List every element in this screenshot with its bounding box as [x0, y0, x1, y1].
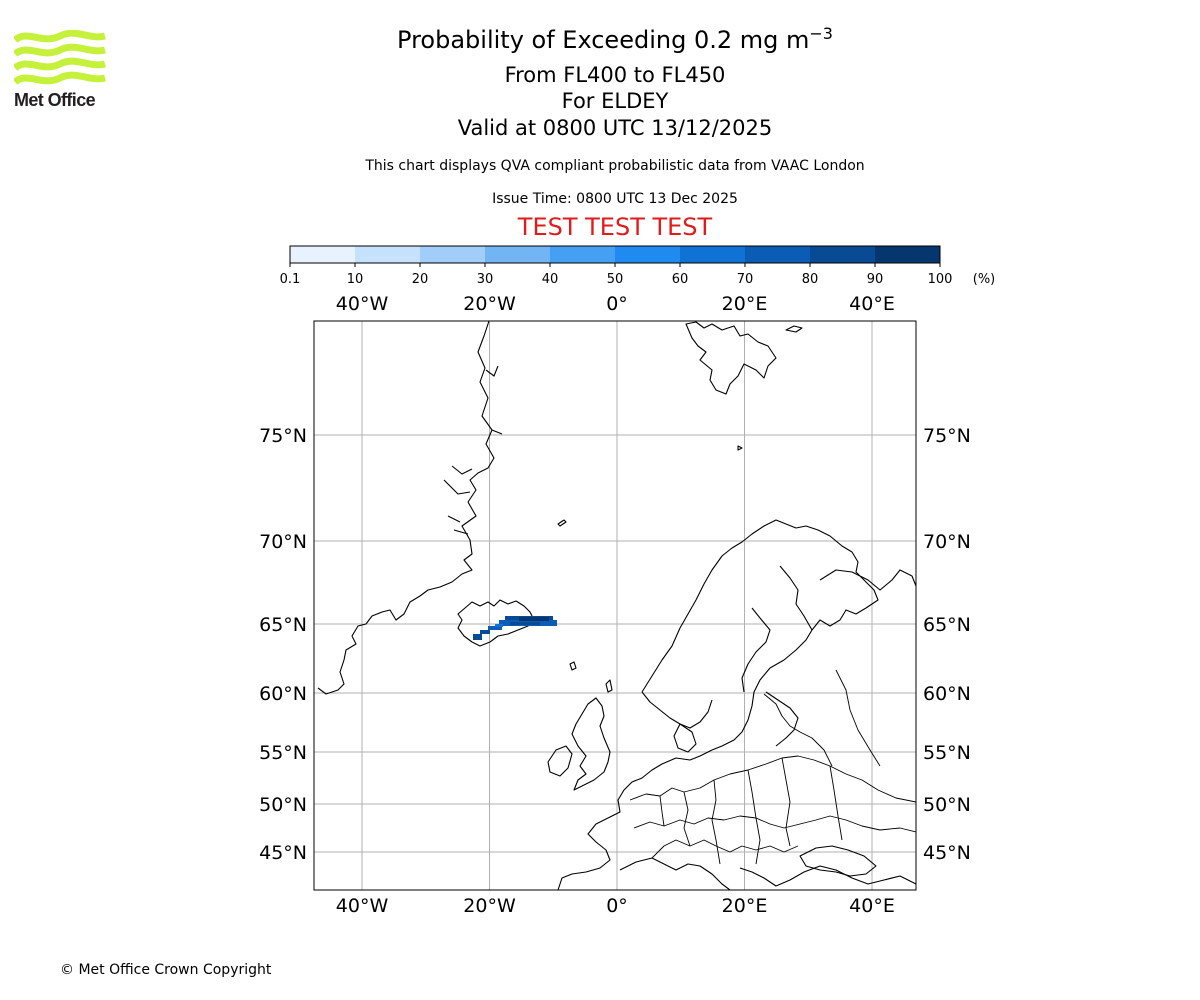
colorbar-tick-label: 30	[477, 272, 494, 287]
map: 40°W 20°W 0° 20°E 40°E 40°W 20°W 0° 20°E 40°E 75…	[259, 293, 971, 917]
southern-norway	[641, 691, 713, 729]
colorbar-cell	[290, 246, 355, 263]
plume-cell	[488, 626, 502, 630]
latitude-label: 45°N	[923, 842, 971, 864]
latitude-label: 50°N	[259, 794, 307, 816]
coastlines	[317, 321, 916, 890]
subtitle-location: For ELDEY	[561, 89, 669, 113]
longitude-label: 40°W	[336, 293, 389, 315]
svalbard-east-islands	[737, 325, 803, 451]
latitude-label: 45°N	[259, 842, 307, 864]
title-exponent: −3	[809, 24, 833, 43]
colorbar-tick-label: 0.1	[280, 272, 301, 287]
colorbar-tick-label: 20	[412, 272, 429, 287]
latitude-label: 60°N	[259, 683, 307, 705]
longitude-label: 40°W	[336, 895, 389, 917]
colorbar-cell	[420, 246, 485, 263]
longitude-label: 0°	[606, 293, 628, 315]
chart-title: Probability of Exceeding 0.2 mg m−3	[0, 24, 1200, 54]
title-text: Probability of Exceeding 0.2 mg m	[397, 26, 810, 54]
latitude-label: 70°N	[923, 531, 971, 553]
sweden-baltic-coast	[711, 629, 813, 751]
colorbar-tick-label: 10	[347, 272, 364, 287]
latitude-label: 65°N	[923, 614, 971, 636]
mediterranean-coast	[619, 857, 916, 890]
longitude-label: 20°E	[722, 895, 768, 917]
colorbar: 0.1 10 20 30 40 50 60 70 80 90 100 (%)	[280, 245, 996, 287]
longitude-label: 0°	[606, 895, 628, 917]
colorbar-cell	[355, 246, 420, 263]
colorbar-cell	[485, 246, 550, 263]
longitude-labels-top: 40°W 20°W 0° 20°E 40°E	[336, 293, 895, 315]
norway-coastline	[641, 519, 879, 693]
shetland	[605, 679, 613, 693]
longitude-label: 40°E	[849, 293, 895, 315]
gulf-of-bothnia	[741, 607, 771, 693]
data-note: This chart displays QVA compliant probab…	[365, 158, 865, 174]
baltic-states-coast	[765, 691, 799, 747]
colorbar-tick-label: 80	[802, 272, 819, 287]
colorbar-tick-label: 50	[607, 272, 624, 287]
colorbar-tick-label: 100	[928, 272, 953, 287]
subtitle-valid-time: Valid at 0800 UTC 13/12/2025	[457, 116, 773, 140]
longitude-labels-bottom: 40°W 20°W 0° 20°E 40°E	[336, 895, 895, 917]
colorbar-cell	[875, 246, 940, 263]
colorbar-cells	[290, 246, 940, 263]
colorbar-ticks: 0.1 10 20 30 40 50 60 70 80 90 100	[280, 263, 953, 287]
jan-mayen	[557, 519, 567, 527]
plume-cell	[519, 617, 549, 621]
latitude-label: 70°N	[259, 531, 307, 553]
latitude-label: 75°N	[259, 425, 307, 447]
colorbar-cell	[550, 246, 615, 263]
greenland-fjords	[443, 365, 503, 535]
colorbar-unit: (%)	[973, 272, 996, 287]
colorbar-tick-label: 60	[672, 272, 689, 287]
latitude-label: 55°N	[923, 742, 971, 764]
longitude-label: 20°W	[463, 895, 516, 917]
denmark	[673, 723, 697, 753]
latitude-label: 55°N	[259, 742, 307, 764]
met-office-logo: Met Office	[14, 30, 109, 112]
logo-wordmark: Met Office	[14, 90, 96, 110]
colorbar-tick-label: 90	[867, 272, 884, 287]
colorbar-cell	[810, 246, 875, 263]
plume-cell	[495, 624, 503, 627]
subtitle-levels: From FL400 to FL450	[504, 63, 726, 87]
latitude-labels-left: 75°N 70°N 65°N 60°N 55°N 50°N 45°N	[259, 425, 307, 864]
plume-cell	[510, 622, 540, 625]
issue-time: Issue Time: 0800 UTC 13 Dec 2025	[492, 191, 738, 207]
latitude-label: 50°N	[923, 794, 971, 816]
plume-cell	[473, 634, 482, 640]
test-banner: TEST TEST TEST	[517, 213, 713, 241]
svalbard-coastline	[685, 321, 777, 395]
copyright: © Met Office Crown Copyright	[60, 962, 272, 978]
colorbar-cell	[615, 246, 680, 263]
plume-cell	[480, 630, 490, 634]
colorbar-cell	[745, 246, 810, 263]
black-sea	[799, 845, 877, 877]
ireland	[547, 745, 573, 777]
latitude-labels-right: 75°N 70°N 65°N 60°N 55°N 50°N 45°N	[923, 425, 971, 864]
longitude-label: 20°E	[722, 293, 768, 315]
met-office-waves-icon	[14, 30, 106, 85]
faroe-islands	[569, 661, 577, 671]
europe-north-coast	[557, 749, 713, 890]
great-britain	[571, 697, 611, 791]
ash-plume	[473, 616, 557, 640]
colorbar-cell	[680, 246, 745, 263]
country-borders	[629, 669, 916, 865]
latitude-label: 65°N	[259, 614, 307, 636]
map-frame	[313, 320, 917, 891]
latitude-label: 60°N	[923, 683, 971, 705]
graticule	[314, 321, 916, 890]
latitude-label: 75°N	[923, 425, 971, 447]
colorbar-tick-label: 70	[737, 272, 754, 287]
longitude-label: 40°E	[849, 895, 895, 917]
colorbar-tick-label: 40	[542, 272, 559, 287]
longitude-label: 20°W	[463, 293, 516, 315]
finland-border	[779, 565, 813, 631]
kola-peninsula	[819, 569, 916, 591]
